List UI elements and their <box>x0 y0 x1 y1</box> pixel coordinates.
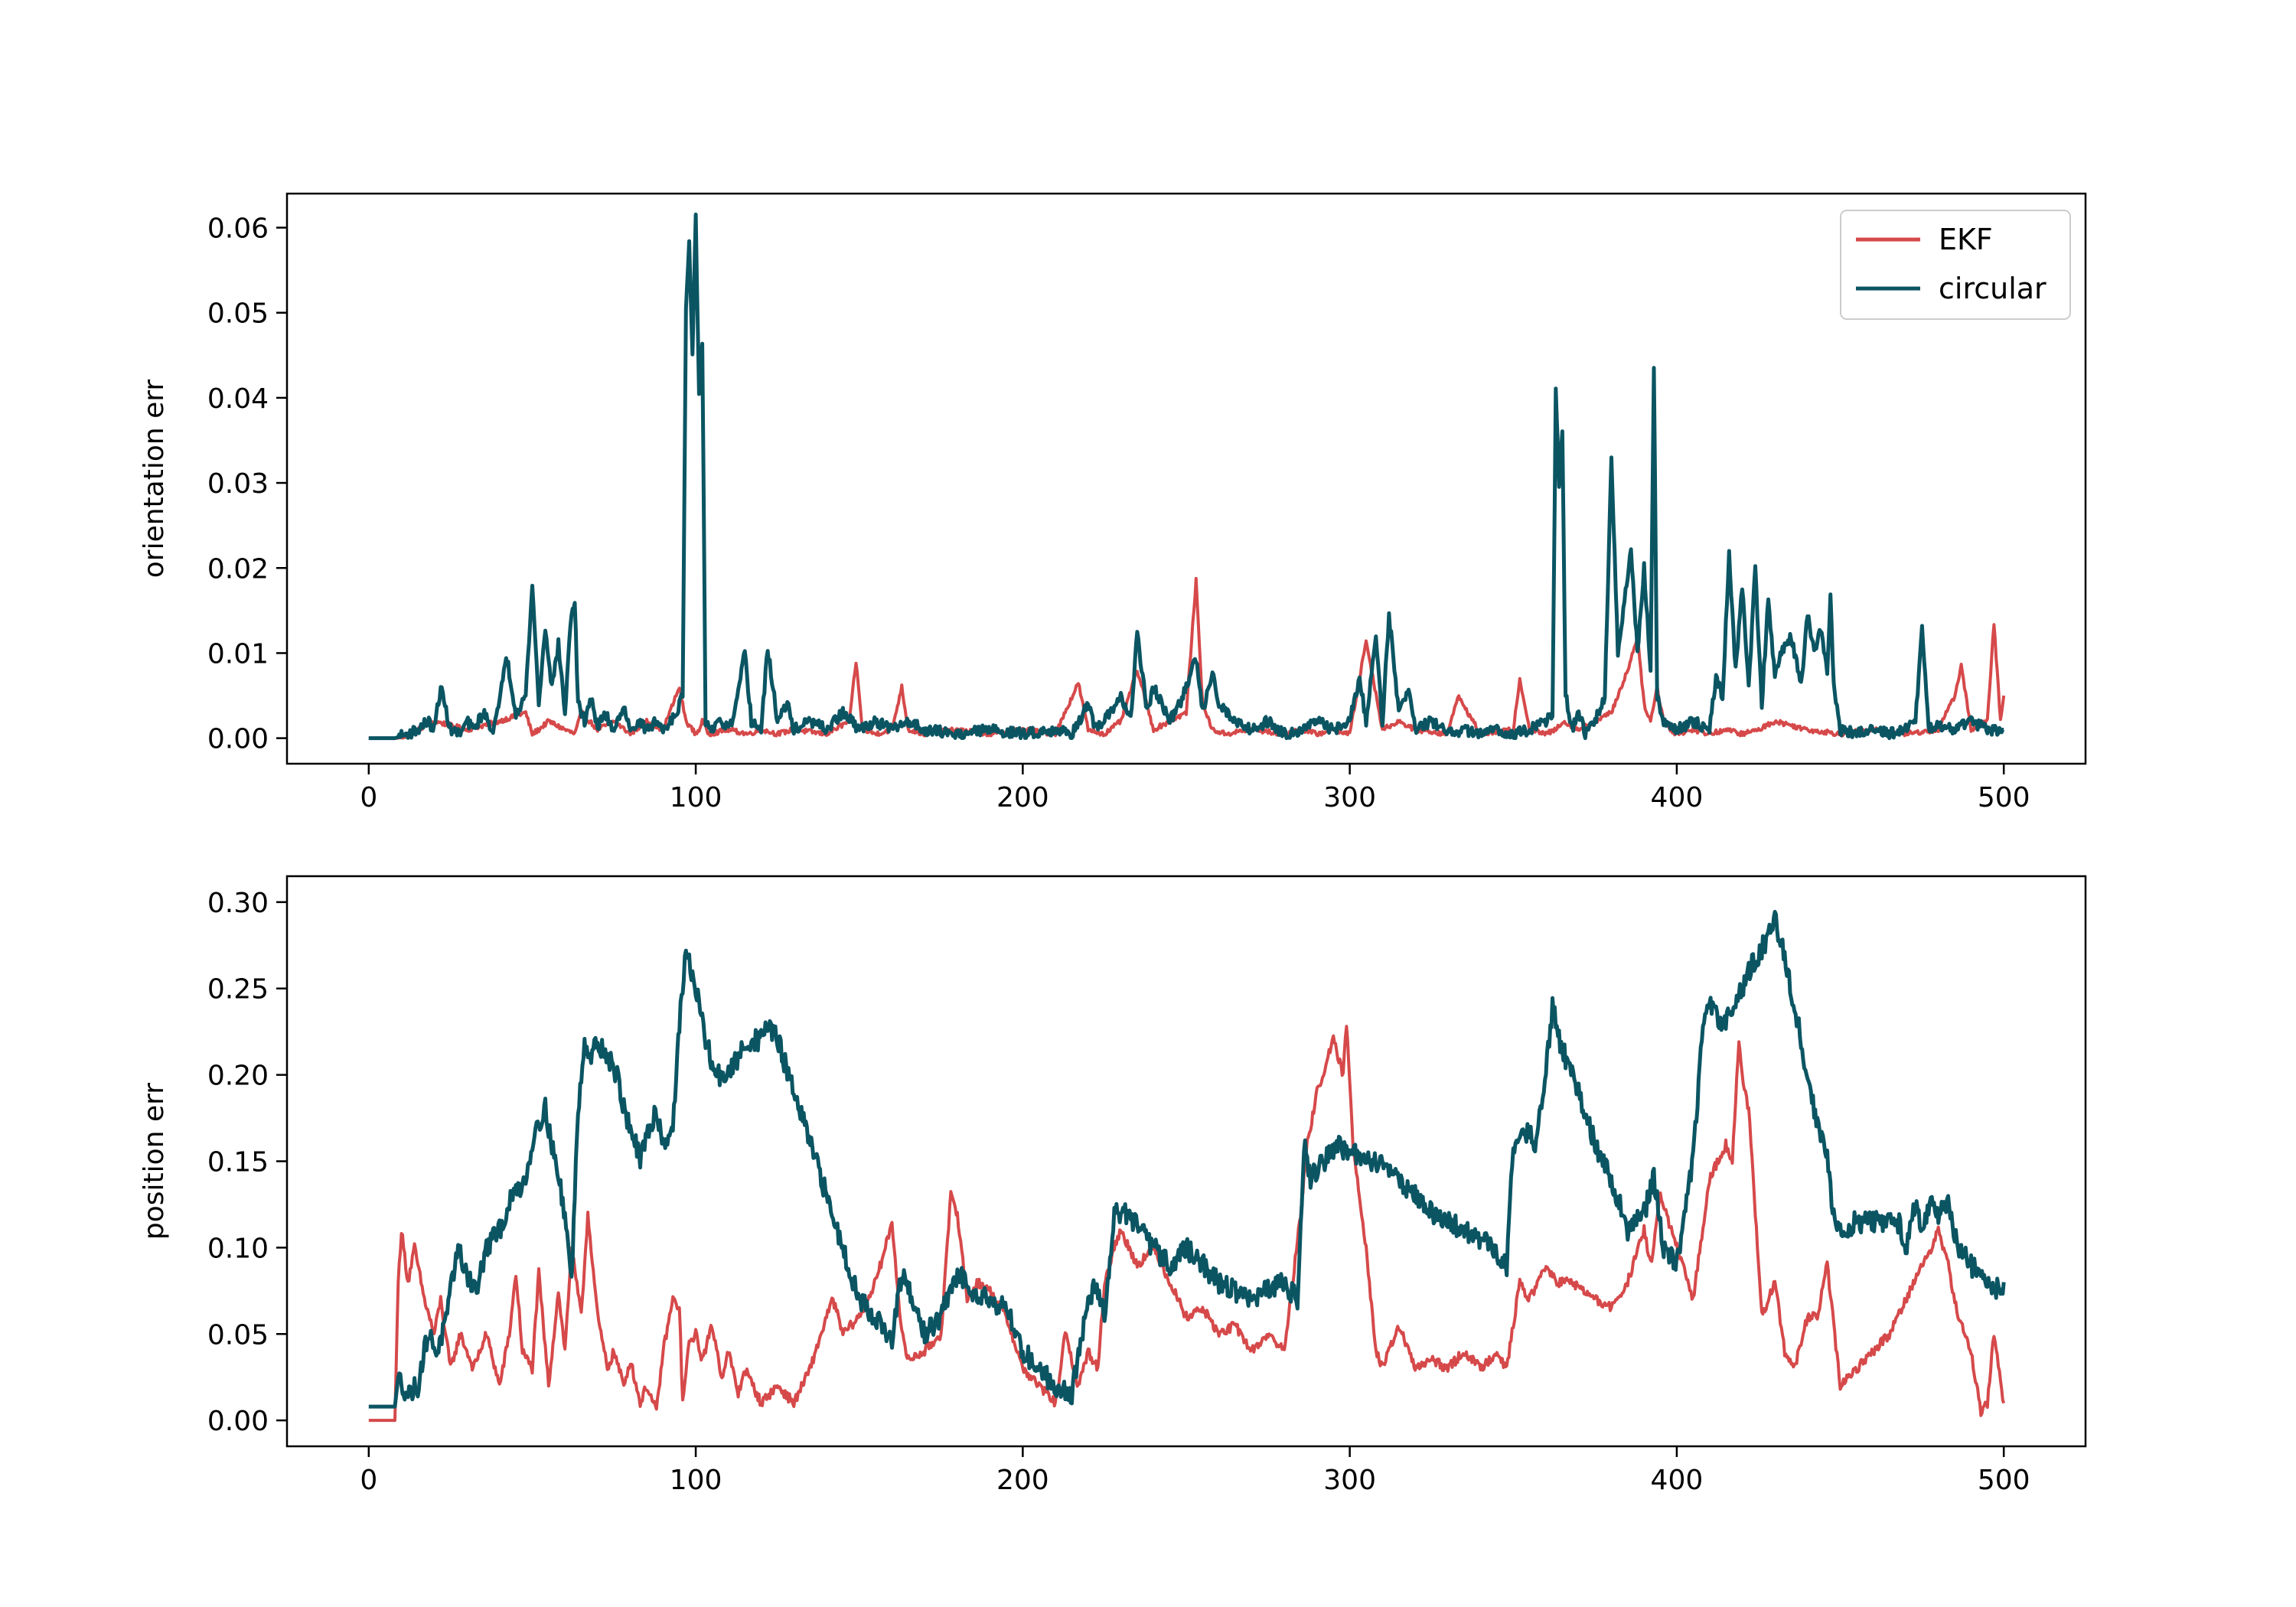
axes-frame <box>285 192 2087 765</box>
y-tick-label: 0.05 <box>207 1319 269 1351</box>
x-tick-label: 200 <box>996 782 1049 813</box>
y-tick-label: 0.01 <box>207 638 269 670</box>
x-tick-label: 400 <box>1651 1465 1704 1496</box>
legend: EKF circular <box>1840 210 2071 320</box>
series-group <box>367 212 2006 741</box>
subplot-2: 0 100 200 300 400 500 0.00 0.05 0.10 0.15 0.20 0.25… <box>139 875 2087 1496</box>
x-tick-label: 100 <box>670 1465 722 1496</box>
series-group <box>367 910 2006 1423</box>
y-tick-label: 0.15 <box>207 1147 269 1178</box>
y-tick-label: 0.10 <box>207 1233 269 1264</box>
legend-label: circular <box>1939 272 2047 305</box>
y-tick-label: 0.02 <box>207 553 269 585</box>
y-axis-label: position err <box>139 1083 170 1240</box>
x-tick-label: 300 <box>1323 782 1376 813</box>
x-tick-label: 500 <box>1978 782 2030 813</box>
y-tick-label: 0.04 <box>207 383 269 415</box>
y-tick-label: 0.00 <box>207 1406 269 1437</box>
y-axis-label: orientation err <box>139 380 170 579</box>
y-tick-label: 0.30 <box>207 888 269 919</box>
y-tick-label: 0.25 <box>207 974 269 1006</box>
y-tick-label: 0.06 <box>207 213 269 244</box>
x-tick-label: 500 <box>1978 1465 2030 1496</box>
x-tick-label: 0 <box>360 782 377 813</box>
y-tick-label: 0.00 <box>207 724 269 755</box>
x-tick-label: 300 <box>1323 1465 1376 1496</box>
x-tick-label: 0 <box>360 1465 377 1496</box>
subplot-1: 0 100 200 300 400 500 0.00 0.01 0.02 0.03 0.04 0.05… <box>139 192 2087 813</box>
x-tick-label: 100 <box>670 782 722 813</box>
y-tick-label: 0.05 <box>207 298 269 330</box>
legend-label: EKF <box>1939 223 1993 256</box>
y-tick-label: 0.20 <box>207 1061 269 1092</box>
series-line-circular <box>367 212 2005 741</box>
x-tick-label: 400 <box>1651 782 1704 813</box>
series-line-ekf <box>368 1025 2006 1423</box>
y-tick-label: 0.03 <box>207 468 269 500</box>
x-tick-label: 200 <box>996 1465 1049 1496</box>
series-line-circular <box>367 910 2006 1409</box>
